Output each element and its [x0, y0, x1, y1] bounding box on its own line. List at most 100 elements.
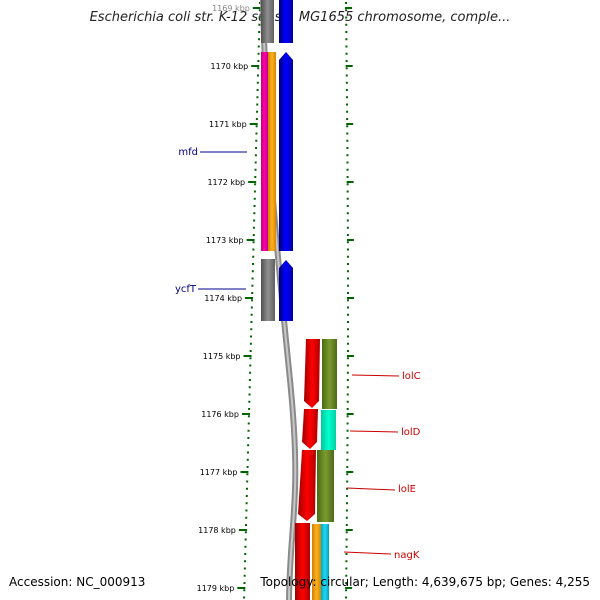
ruler-dot [345, 45, 348, 48]
topology-text: Topology: circular; Length: 4,639,675 bp… [260, 575, 590, 589]
gene-label-lolD[interactable]: lolD [401, 427, 421, 438]
ruler-dot [246, 458, 249, 461]
ruler-dot [346, 350, 349, 352]
ruler-dot [346, 393, 349, 396]
ruler-dot [345, 38, 348, 41]
ruler-dot [252, 255, 255, 258]
ruler-dot [243, 567, 246, 570]
ruler-dot [257, 52, 260, 55]
gene-feature[interactable] [279, 0, 293, 43]
chromosome-title: Escherichia coli str. K-12 substr. MG165… [89, 10, 511, 25]
ruler-dot [346, 212, 349, 215]
ruler-dot [257, 74, 260, 77]
gene-feature[interactable] [261, 259, 275, 321]
ruler-dot [256, 103, 259, 106]
ruler-dot [346, 408, 349, 410]
ruler-dot [346, 154, 349, 157]
ruler-dot [244, 545, 247, 548]
gene-label-mfd[interactable]: mfd [178, 147, 198, 158]
ruler-dot [252, 226, 255, 229]
ruler-dot [253, 190, 256, 193]
ruler-dot [251, 270, 254, 273]
ruler-dot [346, 437, 349, 439]
ruler-dot [346, 110, 349, 113]
ruler-dot [345, 67, 348, 70]
gene-feature-lolD[interactable] [321, 410, 336, 450]
ruler-dot [250, 321, 253, 323]
ruler-dot [256, 96, 259, 99]
ruler-dot [253, 212, 256, 215]
ruler-dot [345, 60, 348, 62]
gene-label-lolE[interactable]: lolE [398, 484, 416, 495]
right-ruler [345, 2, 354, 599]
gene-arrow-lolE[interactable] [298, 450, 316, 521]
ruler-tick-label: 1175 kbp [203, 352, 241, 361]
ruler-tick-label: 1169 kbp [212, 4, 250, 13]
ruler-dot [254, 154, 257, 157]
ruler-dot [248, 386, 251, 389]
ruler-tick-label: 1171 kbp [209, 120, 247, 129]
gene-label-ycfT[interactable]: ycfT [175, 284, 197, 295]
gene-arrow-ycfT[interactable] [279, 260, 293, 321]
gene-feature-lolE[interactable] [317, 450, 334, 522]
ruler-dot [346, 277, 349, 280]
ruler-dot [247, 429, 250, 432]
ruler-dot [345, 596, 348, 599]
gene-arrow-lolC[interactable] [304, 339, 320, 408]
ruler-dot [256, 110, 259, 113]
ruler-dot [345, 509, 348, 512]
ruler-dot [257, 45, 260, 48]
ruler-dot [346, 415, 349, 418]
ruler-dot [346, 386, 349, 389]
gene-feature-nagK-2[interactable] [321, 524, 329, 600]
gene-arrow-lolD[interactable] [302, 409, 318, 449]
ruler-dot [247, 422, 250, 425]
ruler-dot [251, 284, 254, 287]
ruler-dot [244, 531, 247, 534]
ruler-dot [346, 444, 349, 447]
gene-label-nagK[interactable]: nagK [394, 550, 420, 561]
ruler-dot [245, 516, 248, 519]
ruler-dot [346, 342, 349, 345]
ruler-tick-label: 1170 kbp [211, 62, 249, 71]
ruler-dot [253, 219, 256, 222]
gene-feature-lolC[interactable] [322, 339, 337, 409]
gene-feature[interactable] [261, 52, 268, 251]
gene-label-connectors [198, 151, 400, 555]
gene-feature[interactable] [295, 523, 310, 600]
gene-labels[interactable]: mfd ycfT lolC lolD lolE nagK [175, 147, 421, 561]
ruler-dot [256, 81, 259, 84]
gene-feature[interactable] [261, 0, 274, 43]
ruler-tick-label: 1179 kbp [197, 584, 235, 593]
ruler-dot [345, 89, 348, 91]
ruler-dot [249, 350, 252, 352]
gene-arrow-mfd[interactable] [279, 52, 293, 251]
ruler-dot [345, 9, 348, 12]
gene-feature[interactable] [268, 52, 276, 251]
gene-label-lolC[interactable]: lolC [402, 371, 421, 382]
ruler-dot [346, 270, 349, 273]
ruler-dot [246, 473, 249, 476]
ruler-dot [345, 567, 348, 570]
ruler-dot [345, 81, 348, 84]
ruler-dot [253, 205, 256, 207]
ruler-dot [346, 495, 349, 497]
feature-block-lower[interactable] [295, 339, 337, 600]
ruler-dot [346, 364, 349, 367]
ruler-dot [346, 313, 349, 316]
ruler-dot [346, 458, 349, 461]
ruler-dot [346, 335, 349, 338]
ruler-dot [346, 147, 349, 149]
ruler-dot [245, 509, 248, 512]
ruler-dot [346, 400, 349, 403]
ruler-dot [247, 415, 250, 418]
ruler-dot [345, 553, 348, 555]
ruler-tick-label: 1177 kbp [200, 468, 238, 477]
ruler-dot [249, 357, 252, 360]
feature-block-upper[interactable] [261, 0, 293, 321]
ruler-dot [346, 299, 349, 302]
ruler-dot [345, 538, 348, 541]
gene-feature-nagK[interactable] [312, 524, 321, 600]
